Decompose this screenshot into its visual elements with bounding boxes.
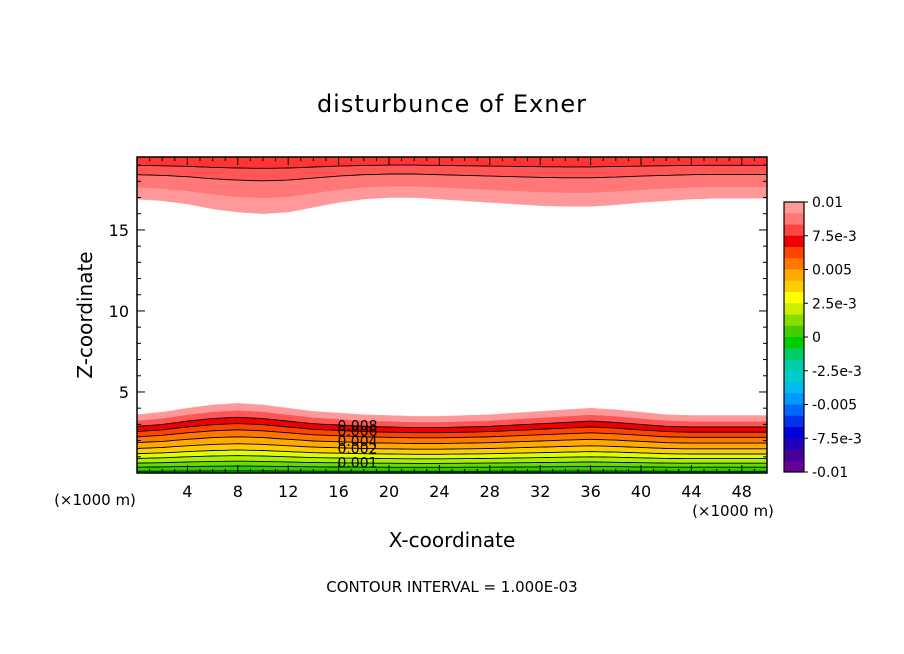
x-tick-label: 4 (182, 482, 192, 501)
contour-label: 0.008 (337, 418, 377, 434)
x-unit-label-left: (×1000 m) (54, 491, 136, 509)
colorbar-swatch (784, 382, 804, 394)
y-tick-label: 10 (109, 302, 129, 321)
lower-contour-line (136, 423, 767, 434)
colorbar-swatch (784, 269, 804, 282)
x-tick-label: 24 (429, 482, 449, 501)
lower-contour-line (136, 465, 767, 468)
contour-label: 0.001 (337, 455, 377, 471)
x-unit-label-right: (×1000 m) (692, 502, 774, 520)
x-axis-ticks: 4 8 12 16 20 24 28 32 36 40 44 48 (149, 157, 755, 501)
x-axis-label: X-coordinate (389, 528, 516, 552)
colorbar-swatch (784, 224, 804, 237)
y-axis-label: Z-coordinate (73, 251, 97, 378)
colorbar-swatch (784, 370, 804, 383)
y-tick-label: 15 (109, 221, 129, 240)
chart-title: disturbunce of Exner (317, 90, 587, 118)
colorbar-swatch (784, 280, 804, 293)
colorbar-swatch (784, 427, 804, 439)
colorbar-swatch (784, 292, 804, 304)
contour-label: 0.004 (337, 434, 377, 450)
x-tick-label: 48 (732, 482, 752, 501)
lower-contour-line (136, 416, 767, 429)
y-tick-label: 5 (119, 383, 129, 402)
colorbar-tick-label: -0.01 (812, 465, 848, 481)
y-axis-ticks: 5 10 15 (109, 164, 767, 458)
x-tick-label: 32 (530, 482, 550, 501)
colorbar-tick-label: 0 (812, 330, 821, 346)
x-tick-label: 36 (580, 482, 600, 501)
colorbar: 0.01 7.5e-3 0.005 2.5e-3 0 -2.5e-3 -0.005 -7.5e… (783, 195, 862, 481)
contour-line-layer (136, 164, 767, 472)
colorbar-swatch (784, 235, 804, 248)
colorbar-swatch (784, 393, 804, 405)
lower-contour-line (136, 460, 767, 464)
colorbar-swatch (784, 348, 804, 360)
colorbar-swatch (784, 438, 804, 450)
colorbar-tick-label: 7.5e-3 (812, 229, 857, 245)
upper-contour-line (136, 173, 767, 182)
contour-label: 0.002 (337, 441, 377, 457)
lower-contour-line (136, 449, 767, 455)
lower-contour-line (136, 429, 767, 439)
colorbar-swatch (784, 325, 804, 338)
colorbar-swatch (784, 415, 804, 428)
x-tick-label: 28 (480, 482, 500, 501)
colorbar-tick-label: -7.5e-3 (812, 431, 862, 447)
lower-contour-line (136, 443, 767, 450)
colorbar-swatch (784, 460, 804, 473)
x-tick-label: 12 (278, 482, 298, 501)
colorbar-tick-label: -0.005 (812, 398, 857, 414)
lower-contour-line (136, 436, 767, 444)
colorbar-swatch (784, 202, 804, 214)
colorbar-swatch (784, 404, 804, 417)
colorbar-swatch (784, 247, 804, 259)
colorbar-tick-label: 0.005 (812, 263, 852, 279)
colorbar-swatch (784, 337, 804, 349)
lower-contour-line (136, 455, 767, 460)
x-tick-label: 20 (379, 482, 399, 501)
colorbar-swatch (784, 314, 804, 327)
x-tick-label: 8 (233, 482, 243, 501)
x-tick-label: 44 (681, 482, 701, 501)
contour-label: 0.006 (337, 424, 377, 440)
colorbar-swatch (784, 258, 804, 270)
colorbar-tick-label: 0.01 (812, 195, 843, 211)
x-tick-label: 16 (328, 482, 348, 501)
x-tick-label: 40 (631, 482, 651, 501)
colorbar-tick-label: 2.5e-3 (812, 296, 857, 312)
colorbar-swatch (784, 449, 804, 462)
colorbar-swatch (784, 213, 804, 225)
upper-contour-line (136, 164, 767, 169)
colorbar-swatch (784, 303, 804, 315)
colorbar-tick-label: -2.5e-3 (812, 364, 862, 380)
contour-interval-note: CONTOUR INTERVAL = 1.000E-03 (326, 578, 577, 596)
colorbar-swatch (784, 359, 804, 372)
